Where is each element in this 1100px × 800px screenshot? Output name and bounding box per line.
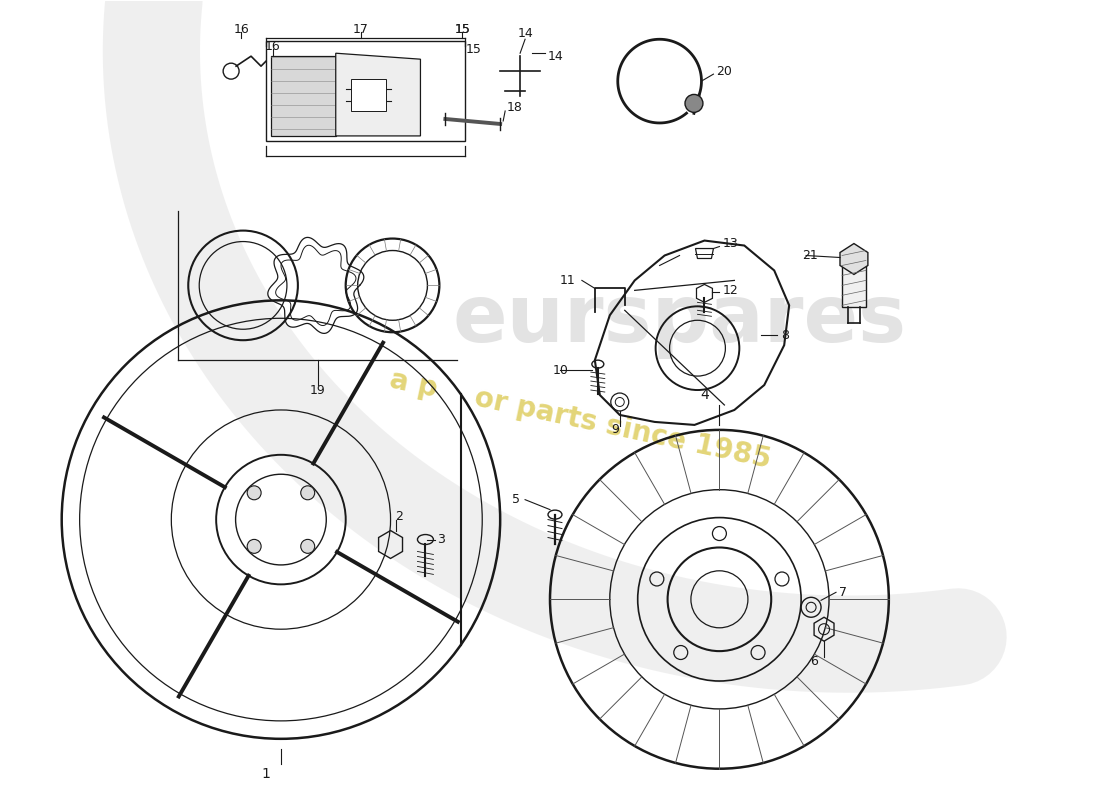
- Polygon shape: [840, 243, 868, 274]
- Text: 6: 6: [810, 654, 818, 667]
- Text: 15: 15: [465, 42, 481, 56]
- Bar: [842, 253, 866, 307]
- Text: 16: 16: [265, 40, 280, 53]
- Text: 2: 2: [396, 510, 404, 523]
- Text: 14: 14: [517, 26, 534, 40]
- Polygon shape: [351, 79, 386, 111]
- Text: eurspares: eurspares: [452, 282, 906, 359]
- Text: 3: 3: [438, 533, 446, 546]
- Text: 10: 10: [553, 364, 569, 377]
- Text: 12: 12: [723, 284, 738, 297]
- Circle shape: [685, 94, 703, 112]
- Bar: [266, 42, 465, 141]
- Polygon shape: [271, 56, 336, 136]
- Text: 19: 19: [310, 383, 326, 397]
- Text: 5: 5: [513, 493, 520, 506]
- Text: a p    or parts since 1985: a p or parts since 1985: [386, 366, 773, 474]
- Text: 13: 13: [723, 237, 738, 250]
- Circle shape: [248, 486, 261, 500]
- Text: 18: 18: [507, 101, 522, 114]
- Text: 15: 15: [454, 22, 470, 36]
- Polygon shape: [336, 54, 420, 136]
- Text: 4: 4: [700, 388, 708, 402]
- Text: 1: 1: [262, 766, 271, 781]
- Circle shape: [300, 486, 315, 500]
- Text: 7: 7: [839, 586, 847, 599]
- Text: 15: 15: [454, 22, 470, 36]
- Text: 14: 14: [548, 50, 564, 62]
- Text: 11: 11: [560, 274, 575, 287]
- Circle shape: [248, 539, 261, 554]
- Circle shape: [300, 539, 315, 554]
- Text: 9: 9: [610, 423, 618, 436]
- Text: 8: 8: [781, 329, 789, 342]
- Text: 16: 16: [233, 22, 249, 36]
- Text: 21: 21: [802, 249, 818, 262]
- Text: 17: 17: [353, 22, 369, 36]
- Text: 20: 20: [716, 65, 733, 78]
